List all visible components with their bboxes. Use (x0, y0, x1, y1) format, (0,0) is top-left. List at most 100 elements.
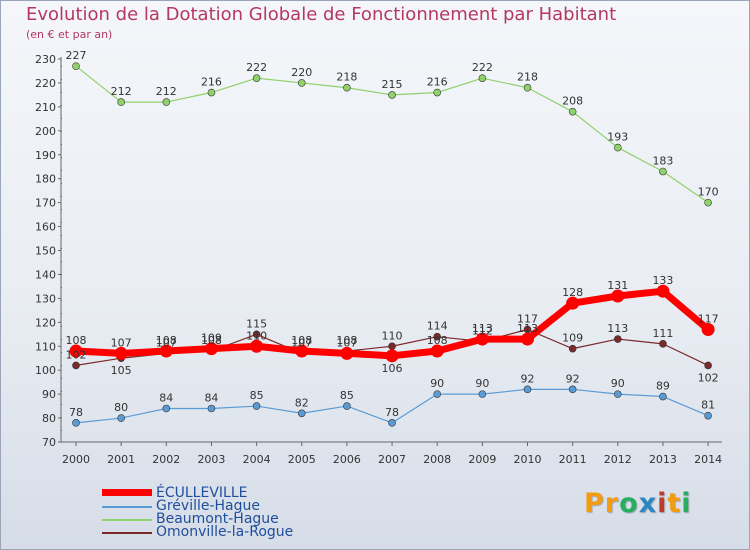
data-point (72, 361, 80, 370)
x-tick-label: 2001 (107, 453, 135, 466)
legend-swatch (102, 489, 152, 496)
x-tick-label: 2011 (559, 453, 587, 466)
data-point (478, 74, 487, 82)
data-point (297, 79, 306, 87)
x-tick-label: 2008 (423, 453, 451, 466)
legend: ÉCULLEVILLE Gréville-Hague Beaumont-Hagu… (102, 485, 342, 540)
legend-label: Beaumont-Hague (156, 511, 279, 527)
data-label: 220 (291, 66, 312, 79)
data-point (204, 342, 218, 356)
data-label: 218 (517, 71, 538, 84)
logo-letter: P (584, 488, 605, 519)
data-label: 108 (427, 334, 448, 347)
data-point (566, 296, 580, 310)
legend-label: Omonville-la-Rogue (156, 524, 294, 540)
data-label: 108 (156, 334, 177, 347)
y-tick-label: 130 (35, 292, 56, 305)
data-label: 193 (607, 131, 628, 144)
data-label: 78 (385, 406, 399, 419)
x-tick-label: 2013 (649, 453, 677, 466)
data-point (252, 330, 261, 339)
data-label: 108 (66, 334, 87, 347)
data-label: 222 (472, 61, 493, 74)
data-label: 215 (382, 78, 403, 91)
data-label: 131 (607, 279, 628, 292)
data-label: 212 (111, 85, 132, 98)
data-label: 82 (295, 396, 309, 409)
logo-letter: i (657, 488, 668, 519)
data-point (433, 332, 442, 341)
x-tick-label: 2002 (152, 453, 180, 466)
legend-label: Gréville-Hague (156, 498, 261, 514)
data-point (388, 91, 396, 99)
y-tick-label: 200 (35, 125, 56, 138)
data-label: 85 (340, 389, 354, 402)
data-label: 227 (66, 49, 87, 62)
data-label: 107 (336, 336, 357, 349)
data-point (568, 385, 577, 394)
legend-item-eculleville[interactable]: ÉCULLEVILLE (102, 485, 342, 501)
legend-item-beaumont-hague[interactable]: Beaumont-Hague (102, 511, 342, 527)
data-point (659, 340, 667, 348)
data-label: 90 (611, 377, 625, 390)
data-label: 222 (246, 61, 267, 74)
logo-letter: o (619, 488, 639, 519)
y-tick-label: 170 (35, 197, 56, 210)
y-tick-label: 100 (35, 364, 56, 377)
data-label: 109 (562, 332, 583, 345)
x-tick-label: 2012 (604, 453, 632, 466)
data-point (207, 88, 216, 97)
legend-swatch (102, 532, 152, 534)
y-tick-label: 70 (42, 436, 56, 449)
data-label: 90 (430, 377, 444, 390)
data-point (162, 404, 171, 413)
proxiti-logo: Proxiti (584, 488, 692, 519)
data-point (207, 404, 216, 413)
data-label: 106 (382, 362, 403, 375)
data-label: 108 (201, 334, 222, 347)
data-label: 113 (517, 322, 538, 335)
data-point (388, 419, 396, 427)
data-label: 216 (427, 76, 448, 89)
legend-item-greville-hague[interactable]: Gréville-Hague (102, 498, 342, 514)
x-tick-label: 2000 (62, 453, 90, 466)
data-point (613, 335, 622, 343)
y-tick-label: 220 (35, 77, 56, 90)
data-point (297, 409, 306, 418)
data-point (252, 74, 261, 82)
data-label: 212 (156, 85, 177, 98)
legend-item-omonville-la-rogue[interactable]: Omonville-la-Rogue (102, 524, 342, 540)
x-tick-label: 2004 (243, 453, 271, 466)
data-point (704, 198, 712, 207)
data-point (117, 414, 125, 422)
x-tick-label: 2010 (514, 453, 542, 466)
data-label: 105 (111, 364, 132, 377)
data-label: 183 (652, 155, 673, 168)
logo-letter: r (604, 488, 620, 519)
data-label: 216 (201, 76, 222, 89)
data-point (433, 88, 442, 97)
data-label: 110 (246, 329, 267, 342)
data-point (704, 411, 712, 420)
data-label: 81 (701, 399, 715, 412)
chart-subtitle: (en € et par an) (26, 28, 113, 41)
data-label: 84 (159, 391, 173, 404)
data-point (117, 98, 125, 106)
legend-swatch (102, 519, 152, 521)
data-label: 90 (475, 377, 489, 390)
x-tick-label: 2005 (288, 453, 316, 466)
data-point (295, 344, 309, 358)
data-label: 78 (69, 406, 83, 419)
logo-letter: i (681, 488, 692, 519)
y-tick-label: 80 (42, 412, 56, 425)
data-label: 114 (427, 320, 448, 333)
data-point (521, 332, 534, 346)
data-point (568, 107, 577, 116)
legend-swatch (102, 506, 152, 508)
data-label: 115 (246, 317, 267, 330)
data-point (613, 143, 622, 152)
data-label: 92 (566, 372, 580, 385)
data-point (656, 284, 670, 298)
chart-title: Evolution de la Dotation Globale de Fonc… (26, 4, 617, 25)
